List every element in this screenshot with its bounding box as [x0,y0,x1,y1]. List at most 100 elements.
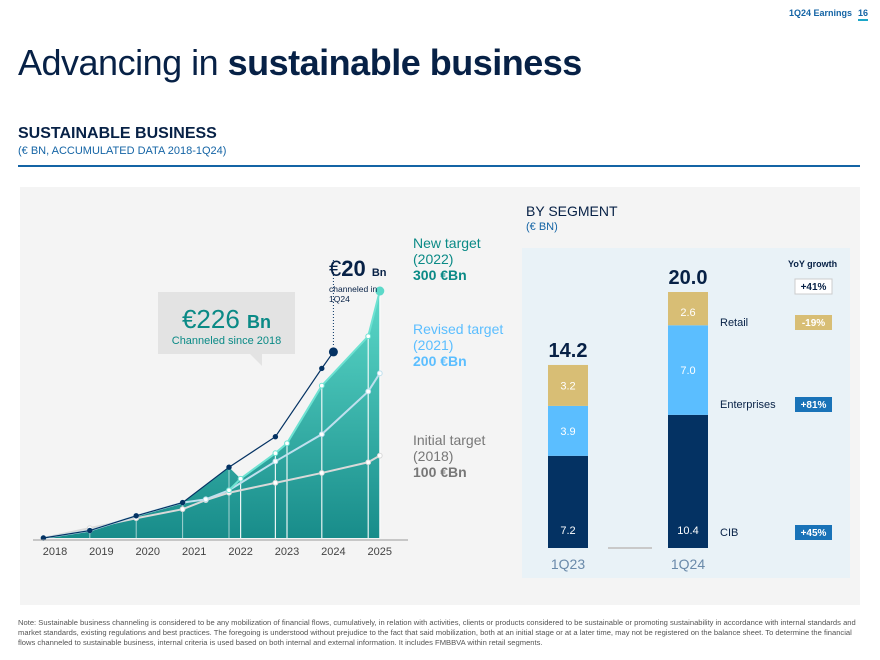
x-tick-label: 2019 [89,546,113,558]
callout-unit: Bn [247,312,272,332]
channeled-point [179,499,186,506]
enterprises-value-label: 7.0 [680,365,695,377]
revised-target-point [318,431,325,438]
revised-target-label: Revised target (2021) 200 €Bn [413,321,503,369]
x-tick-label: 2024 [321,546,345,558]
revised-target-value: 200 €Bn [413,353,467,369]
callout-value: 226 [196,304,240,334]
callout-amount: €226 Bn [158,304,295,335]
section-divider [18,165,860,167]
segment-title: BY SEGMENT [526,203,618,219]
quarter-value: 20 [341,256,366,281]
yoy-badge-text: +81% [801,400,827,411]
callout-currency: € [181,304,197,334]
cib-value-label: 10.4 [677,525,698,537]
retail-value-label: 3.2 [560,380,575,392]
total-label: 20.0 [669,267,708,289]
cib-value-label: 7.2 [560,525,575,537]
title-bold: sustainable business [227,42,583,83]
retail-bar [668,292,708,326]
new-target-label: New target (2022) 300 €Bn [413,235,481,283]
quarter-caption: channeled in 1Q24 [329,284,387,304]
channeled-point [272,434,279,440]
yoy-badge-text: -19% [802,318,825,329]
initial-target-point [318,470,325,476]
x-tick-label: 2020 [136,546,160,558]
segment-label: CIB [720,527,738,539]
channeled-point [226,464,232,470]
category-label: 1Q23 [551,556,585,572]
new-target-point [272,450,279,457]
channeled-point [87,527,93,534]
initial-target-point [179,506,186,513]
retail-bar [548,364,588,406]
revised-target-line1: Revised target [413,321,504,337]
yoy-badge [795,315,832,330]
quarter-currency: € [329,256,342,281]
total-callout: €226 Bn Channeled since 2018 [158,292,295,354]
title-regular: Advancing in [18,42,228,83]
yoy-header: YoY growth [788,259,838,269]
new-target-point [365,333,372,340]
section-subtitle: (€ BN, ACCUMULATED DATA 2018-1Q24) [18,145,227,157]
retail-value-label: 2.6 [680,307,695,319]
category-label: 1Q24 [671,556,705,572]
new-target-value: 300 €Bn [413,267,467,283]
enterprises-value-label: 3.9 [560,426,575,438]
initial-target-line2: (2018) [413,448,454,464]
cib-bar [668,414,708,548]
initial-target-line1: Initial target [413,432,486,448]
page-title: Advancing in sustainable business [18,42,582,84]
new-target-line1: New target [413,235,481,251]
cib-bar [548,455,588,548]
channeled-point [133,513,139,519]
x-tick-label: 2023 [275,546,299,558]
total-yoy-badge [794,278,833,295]
quarter-caption-1: channeled in [329,284,378,294]
initial-target-point [376,452,383,459]
initial-target-point [365,459,372,466]
x-tick-label: 2022 [228,546,252,558]
new-target-point [226,487,232,494]
revised-target-point [365,388,372,395]
initial-target-point [272,479,279,486]
callout-caption: Channeled since 2018 [171,335,282,347]
revised-target-point [202,496,209,503]
new-target-point [318,382,325,389]
segment-label: Enterprises [720,399,776,411]
header: 1Q24 Earnings 16 [788,8,868,21]
yoy-badge-text: +45% [801,528,827,539]
channeled-line [43,351,334,539]
total-yoy-text: +41% [801,282,827,293]
callout-pointer [250,354,262,366]
quarter-channeled: €20 Bn channeled in 1Q24 [329,256,387,304]
new-target-line2: (2022) [413,251,454,267]
initial-target-label: Initial target (2018) 100 €Bn [413,432,485,480]
new-target-endpoint [375,286,385,296]
revised-target-point [272,458,279,465]
section-title: SUSTAINABLE BUSINESS [18,125,217,142]
quarter-unit: Bn [371,267,387,279]
enterprises-bar [548,405,588,456]
revised-target-line2: (2021) [413,337,454,353]
page-number: 16 [857,8,868,21]
x-tick-label: 2025 [368,546,392,558]
channeled-endpoint [328,347,338,357]
quarter-amount: €20 Bn [329,256,387,282]
revised-target-point [376,370,383,377]
yoy-badge [795,525,832,540]
x-tick-label: 2018 [43,546,67,558]
new-target-point [284,440,290,447]
channeled-point [319,365,325,372]
total-label: 14.2 [549,340,588,362]
yoy-badge [795,397,832,412]
segment-subtitle: (€ BN) [526,221,558,233]
teal-area [43,291,380,538]
x-tick-label: 2021 [182,546,206,558]
new-target-point [237,475,244,482]
header-label: 1Q24 Earnings [788,8,852,18]
quarter-caption-2: 1Q24 [329,294,350,304]
enterprises-bar [668,325,708,415]
